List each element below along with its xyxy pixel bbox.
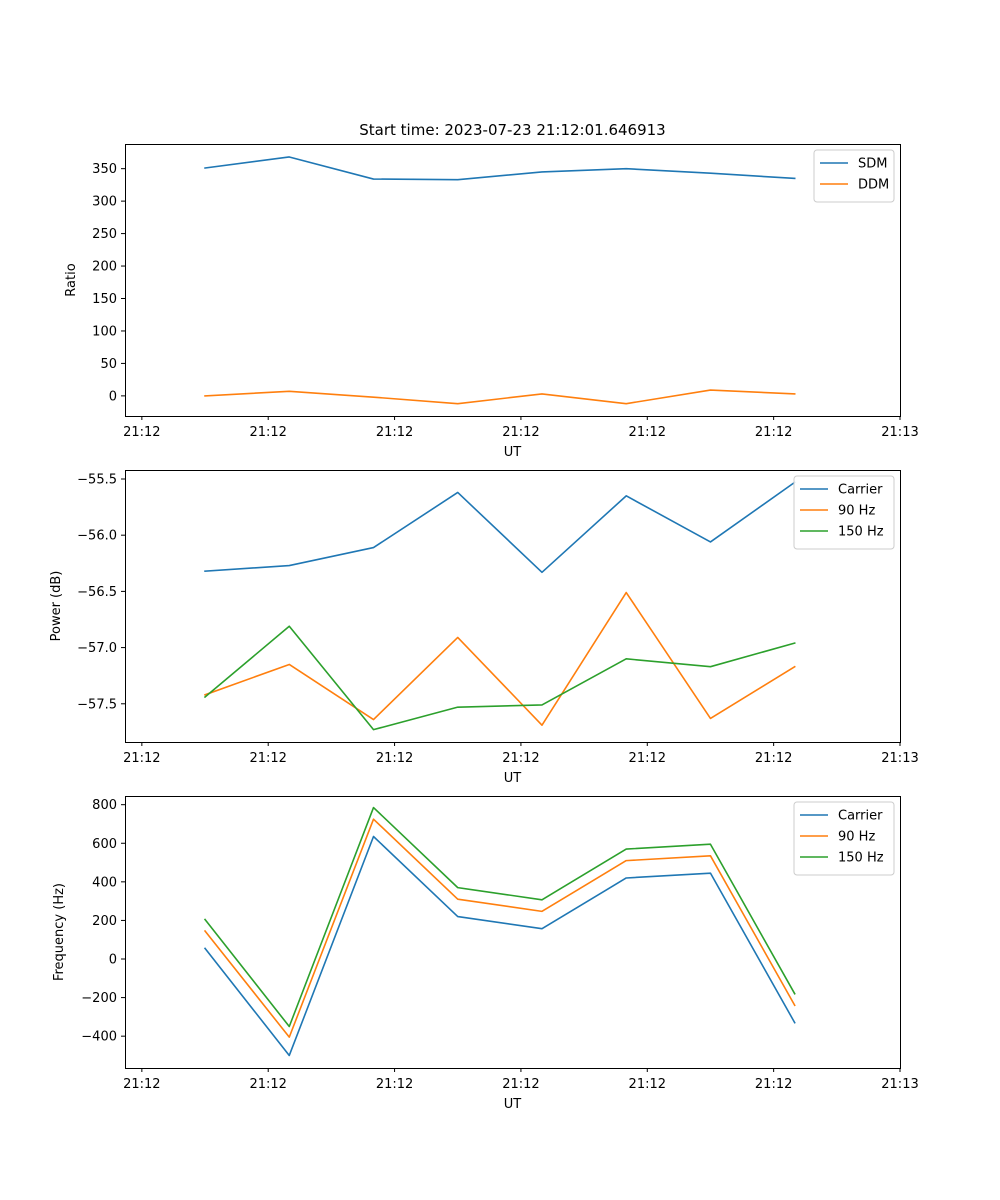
y-tick-label: 400 — [92, 875, 117, 890]
x-tick-label: 21:13 — [881, 751, 918, 766]
y-tick-label: 0 — [109, 953, 117, 968]
y-tick-label: 100 — [92, 324, 117, 339]
x-tick-label: 21:12 — [755, 751, 792, 766]
y-tick-label: −57.5 — [77, 697, 117, 712]
legend-label: 150 Hz — [838, 851, 884, 866]
y-tick-label: 150 — [92, 292, 117, 307]
legend: SDM DDM — [813, 149, 895, 203]
x-tick-label: 21:12 — [629, 1077, 666, 1092]
x-tick-label: 21:12 — [123, 425, 160, 440]
chart-ratio: 21:12 21:12 21:12 21:12 21:12 21:12 21:13 0 50 10… — [64, 144, 919, 460]
y-tick-label: 600 — [92, 837, 117, 852]
plot-frame — [125, 470, 901, 743]
series-line-ddm — [204, 389, 796, 405]
series-line-150-hz — [203, 806, 796, 1028]
series-line-150-hz — [203, 625, 796, 731]
x-axis-label: UT — [504, 1097, 522, 1112]
y-axis-label: Power (dB) — [49, 571, 64, 642]
x-axis-label: UT — [504, 445, 522, 460]
legend-label: 150 Hz — [838, 525, 884, 540]
y-axis-label: Frequency (Hz) — [52, 883, 67, 981]
x-tick-label: 21:12 — [376, 751, 413, 766]
legend-label: Carrier — [838, 483, 883, 498]
x-tick-label: 21:12 — [249, 1077, 286, 1092]
x-tick-label: 21:12 — [755, 425, 792, 440]
legend: Carrier 90 Hz 150 Hz — [793, 475, 895, 550]
y-tick-label: −56.0 — [77, 529, 117, 544]
series-line-90-hz — [204, 591, 796, 726]
x-tick-label: 21:12 — [502, 751, 539, 766]
legend-label: Carrier — [838, 809, 883, 824]
series-line-carrier — [204, 481, 796, 574]
x-tick-label: 21:12 — [123, 751, 160, 766]
x-axis-label: UT — [504, 771, 522, 786]
legend: Carrier 90 Hz 150 Hz — [793, 801, 895, 876]
chart-power: 21:12 21:12 21:12 21:12 21:12 21:12 21:13 −57.5… — [49, 470, 919, 786]
figure-title: Start time: 2023-07-23 21:12:01.646913 — [359, 121, 666, 139]
x-tick-label: 21:12 — [376, 425, 413, 440]
x-tick-label: 21:12 — [629, 751, 666, 766]
series-line-sdm — [204, 156, 796, 181]
y-tick-label: 50 — [100, 357, 117, 372]
y-tick-label: −400 — [81, 1030, 117, 1045]
legend-label: DDM — [858, 178, 889, 193]
legend-label: SDM — [858, 157, 887, 172]
x-tick-label: 21:13 — [881, 1077, 918, 1092]
x-tick-label: 21:12 — [123, 1077, 160, 1092]
legend-label: 90 Hz — [838, 504, 875, 519]
x-tick-label: 21:12 — [502, 425, 539, 440]
y-tick-label: 250 — [92, 227, 117, 242]
y-tick-label: −200 — [81, 991, 117, 1006]
x-tick-label: 21:12 — [376, 1077, 413, 1092]
x-tick-label: 21:12 — [249, 425, 286, 440]
y-tick-label: 350 — [92, 162, 117, 177]
plot-frame — [125, 144, 901, 417]
x-tick-label: 21:12 — [755, 1077, 792, 1092]
y-tick-label: −56.5 — [77, 585, 117, 600]
chart-frequency: 21:12 21:12 21:12 21:12 21:12 21:12 21:13 −400 −… — [52, 796, 919, 1112]
y-tick-label: 200 — [92, 914, 117, 929]
y-tick-label: 0 — [109, 389, 117, 404]
y-tick-label: 800 — [92, 798, 117, 813]
x-tick-label: 21:12 — [502, 1077, 539, 1092]
y-tick-label: −57.0 — [77, 641, 117, 656]
legend-label: 90 Hz — [838, 830, 875, 845]
y-tick-label: 300 — [92, 195, 117, 210]
series-line-carrier — [203, 835, 796, 1057]
plot-frame — [125, 796, 901, 1069]
y-tick-label: 200 — [92, 260, 117, 275]
x-tick-label: 21:13 — [881, 425, 918, 440]
y-axis-label: Ratio — [64, 263, 79, 296]
x-tick-label: 21:12 — [249, 751, 286, 766]
x-tick-label: 21:12 — [629, 425, 666, 440]
y-tick-label: −55.5 — [77, 472, 117, 487]
series-line-90-hz — [203, 818, 796, 1038]
